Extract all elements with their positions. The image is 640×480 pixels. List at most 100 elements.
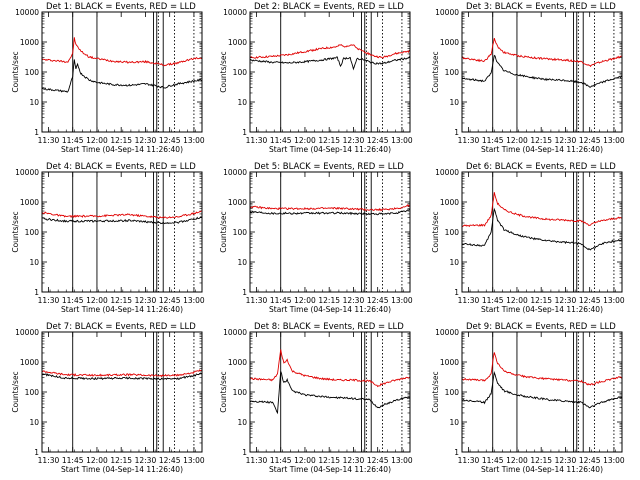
series-events-black	[461, 54, 623, 88]
panel-det-1: Det 1: BLACK = Events, RED = LLD 1 10 100 10…	[11, 2, 205, 154]
y-axis-label: Counts/sec	[11, 211, 20, 252]
x-tick-label: 12:45	[367, 296, 389, 305]
y-tick-label: 10	[449, 258, 459, 267]
x-tick-label: 12:45	[579, 456, 601, 465]
x-tick-label: 13:00	[603, 456, 625, 465]
x-tick-label: 12:45	[579, 296, 601, 305]
x-axis-label: Start Time (04-Sep-14 11:26:40)	[481, 305, 603, 314]
panel-det-2: Det 2: BLACK = Events, RED = LLD 1 10 100 10…	[219, 2, 413, 154]
x-tick-label: 12:00	[86, 136, 108, 145]
panel-det-7: Det 7: BLACK = Events, RED = LLD 1 10 100 10…	[11, 322, 205, 474]
panel-det-5: Det 5: BLACK = Events, RED = LLD 1 10 100 10…	[219, 162, 413, 314]
x-tick-label: 12:30	[343, 136, 365, 145]
x-tick-label: 11:30	[246, 456, 268, 465]
x-tick-label: 12:15	[530, 296, 552, 305]
panel-title: Det 8: BLACK = Events, RED = LLD	[254, 322, 404, 332]
x-tick-label: 13:00	[183, 136, 205, 145]
plot-frame	[41, 331, 203, 453]
y-tick-label: 10000	[223, 328, 247, 337]
y-tick-label: 100	[25, 228, 40, 237]
series-lld-red	[461, 352, 623, 386]
y-tick-label: 1	[34, 128, 39, 137]
x-tick-label: 12:30	[555, 136, 577, 145]
y-tick-label: 10	[237, 98, 247, 107]
x-axis-label: Start Time (04-Sep-14 11:26:40)	[61, 145, 183, 154]
x-tick-label: 12:30	[555, 296, 577, 305]
panel-title: Det 9: BLACK = Events, RED = LLD	[466, 322, 616, 332]
y-tick-label: 1000	[228, 38, 247, 47]
y-tick-label: 10	[29, 418, 39, 427]
y-tick-label: 10	[449, 418, 459, 427]
x-tick-label: 11:30	[458, 456, 480, 465]
x-tick-label: 12:30	[135, 296, 157, 305]
x-tick-label: 12:45	[367, 136, 389, 145]
x-tick-label: 11:45	[270, 296, 292, 305]
panel-det-8: Det 8: BLACK = Events, RED = LLD 1 10 100 10…	[219, 322, 413, 474]
x-tick-label: 12:45	[367, 456, 389, 465]
y-tick-label: 100	[25, 388, 40, 397]
x-tick-label: 12:15	[110, 136, 132, 145]
x-tick-label: 11:45	[482, 136, 504, 145]
y-tick-label: 1	[242, 288, 247, 297]
x-tick-label: 11:45	[482, 296, 504, 305]
panel-title: Det 5: BLACK = Events, RED = LLD	[254, 162, 404, 172]
x-tick-label: 12:30	[343, 296, 365, 305]
plot-frame	[461, 11, 623, 133]
y-tick-label: 10	[29, 258, 39, 267]
x-tick-label: 11:45	[270, 136, 292, 145]
x-tick-label: 13:00	[603, 296, 625, 305]
x-tick-label: 12:00	[506, 456, 528, 465]
panel-det-3: Det 3: BLACK = Events, RED = LLD 1 10 100 10…	[431, 2, 625, 154]
panel-title: Det 7: BLACK = Events, RED = LLD	[46, 322, 196, 332]
series-lld-red	[41, 210, 202, 219]
x-tick-label: 11:45	[482, 456, 504, 465]
series-events-black	[41, 216, 203, 225]
x-tick-label: 13:00	[391, 296, 413, 305]
x-tick-label: 12:15	[110, 456, 132, 465]
plot-frame	[461, 331, 623, 453]
x-tick-label: 13:00	[183, 456, 205, 465]
plot-frame	[41, 11, 203, 133]
x-tick-label: 12:45	[159, 296, 181, 305]
series-events-black	[249, 371, 411, 415]
y-tick-label: 1	[454, 448, 459, 457]
x-tick-label: 12:30	[135, 456, 157, 465]
panel-title: Det 1: BLACK = Events, RED = LLD	[46, 2, 196, 12]
y-axis-label: Counts/sec	[219, 51, 228, 92]
x-tick-label: 12:30	[135, 136, 157, 145]
panel-title: Det 3: BLACK = Events, RED = LLD	[466, 2, 616, 12]
y-tick-label: 1000	[20, 38, 39, 47]
x-tick-label: 12:15	[530, 456, 552, 465]
panel-det-6: Det 6: BLACK = Events, RED = LLD 1 10 100 10…	[431, 162, 625, 314]
panel-title: Det 4: BLACK = Events, RED = LLD	[46, 162, 196, 172]
y-tick-label: 1	[34, 288, 39, 297]
x-tick-label: 12:15	[318, 296, 340, 305]
x-tick-label: 12:15	[318, 136, 340, 145]
y-tick-label: 1000	[20, 358, 39, 367]
x-tick-label: 11:45	[62, 296, 84, 305]
plot-frame	[41, 171, 203, 293]
y-tick-label: 10000	[15, 168, 39, 177]
y-tick-label: 10000	[435, 168, 459, 177]
x-tick-label: 11:30	[38, 136, 60, 145]
y-tick-label: 100	[445, 68, 460, 77]
y-tick-label: 1000	[20, 198, 39, 207]
x-tick-label: 11:45	[270, 456, 292, 465]
plot-frame	[249, 11, 411, 133]
x-tick-label: 11:30	[458, 296, 480, 305]
series-events-black	[249, 209, 410, 216]
x-tick-label: 12:45	[579, 136, 601, 145]
y-tick-label: 100	[233, 68, 248, 77]
x-tick-label: 11:45	[62, 456, 84, 465]
y-tick-label: 100	[233, 228, 248, 237]
series-lld-red	[461, 37, 623, 68]
y-tick-label: 10	[237, 418, 247, 427]
x-tick-label: 11:30	[458, 136, 480, 145]
plot-frame	[249, 171, 411, 293]
x-tick-label: 11:30	[246, 136, 268, 145]
x-tick-label: 11:45	[62, 136, 84, 145]
x-tick-label: 12:00	[294, 296, 316, 305]
x-tick-label: 12:00	[506, 136, 528, 145]
y-tick-label: 100	[233, 388, 248, 397]
